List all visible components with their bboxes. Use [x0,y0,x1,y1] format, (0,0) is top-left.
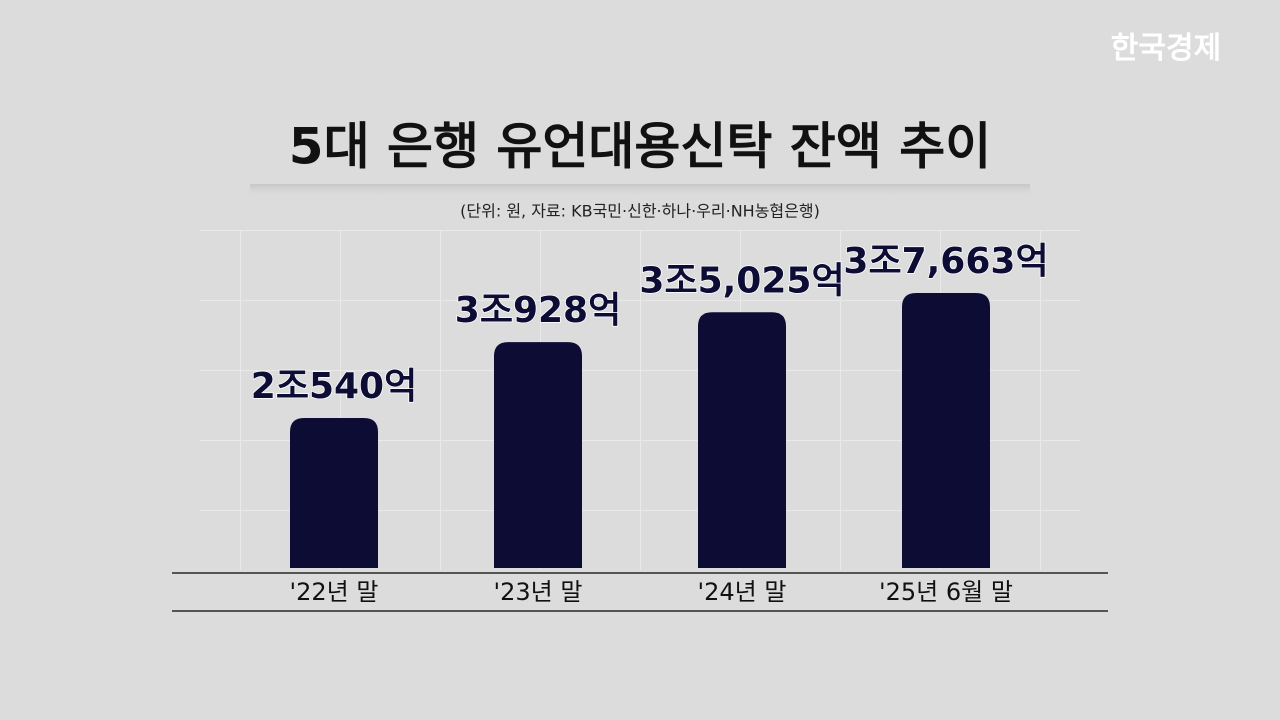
bar [698,312,786,568]
x-tick-label: '25년 6월 말 [879,578,1013,606]
value-label: 3조7,663억 [843,241,1048,282]
bar [290,418,378,568]
chart-title: 5대 은행 유언대용신탁 잔액 추이 [289,118,991,176]
value-label: 2조540억 [251,366,417,407]
value-label: 3조5,025억 [639,260,844,301]
chart-subtitle: (단위: 원, 자료: KB국민·신한·하나·우리·NH농협은행) [460,202,820,221]
watermark: 한국경제 [1111,31,1221,66]
bar [902,293,990,568]
bar [494,342,582,568]
x-tick-label: '23년 말 [494,578,583,606]
title-shadow [250,184,1030,198]
x-tick-label: '22년 말 [290,578,379,606]
x-tick-label: '24년 말 [698,578,787,606]
value-label: 3조928억 [455,290,621,331]
